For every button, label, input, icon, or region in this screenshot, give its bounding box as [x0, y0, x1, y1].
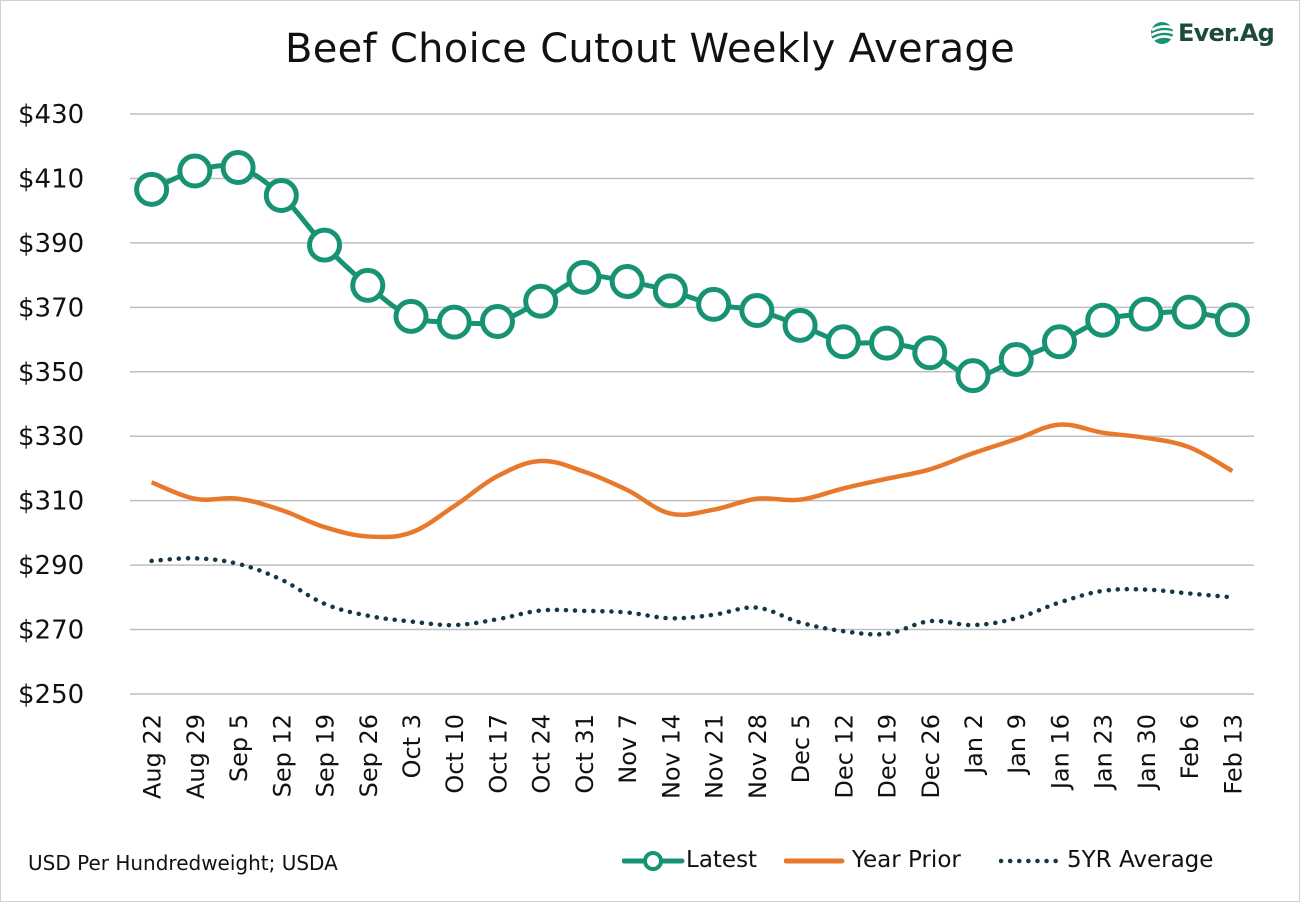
legend-swatch — [622, 851, 685, 871]
x-tick-label: Aug 29 — [182, 714, 210, 799]
x-tick-label: Aug 22 — [139, 714, 167, 799]
x-tick-label: Dec 12 — [830, 714, 858, 799]
x-tick-label: Feb 6 — [1176, 714, 1204, 779]
x-tick-label: Dec 19 — [874, 714, 902, 799]
x-tick-label: Oct 24 — [528, 714, 556, 794]
x-tick-label: Jan 2 — [960, 714, 988, 776]
y-tick-label: $350 — [18, 358, 84, 388]
y-tick-label: $410 — [18, 164, 84, 194]
y-tick-label: $390 — [18, 229, 84, 259]
x-tick-label: Jan 9 — [1003, 714, 1031, 776]
legend-label: Latest — [686, 847, 758, 873]
y-tick-label: $270 — [18, 616, 84, 646]
series-point-latest — [998, 342, 1034, 378]
legend-swatch — [784, 858, 845, 864]
x-tick-label: Sep 19 — [312, 714, 340, 797]
series-point-latest — [566, 259, 602, 295]
y-tick-label: $430 — [18, 100, 84, 130]
series-point-latest — [739, 293, 775, 329]
series-point-latest — [912, 335, 948, 371]
series-point-latest — [1085, 302, 1121, 338]
series-point-latest — [609, 264, 645, 300]
series-point-latest — [263, 178, 299, 214]
x-tick-label: Sep 12 — [268, 714, 296, 797]
source-note: USD Per Hundredweight; USDA — [28, 851, 338, 875]
x-tick-label: Oct 17 — [484, 714, 512, 794]
x-tick-label: Jan 30 — [1133, 714, 1161, 791]
series-point-latest — [177, 153, 213, 189]
series-point-latest — [869, 325, 905, 361]
series-point-latest — [220, 149, 256, 185]
y-tick-label: $290 — [18, 551, 84, 581]
series-point-latest — [307, 227, 343, 263]
x-tick-label: Feb 13 — [1219, 714, 1247, 795]
series-point-latest — [1041, 324, 1077, 360]
series-point-latest — [523, 283, 559, 319]
chart-title: Beef Choice Cutout Weekly Average — [284, 26, 1016, 72]
x-tick-label: Nov 21 — [701, 714, 729, 799]
x-tick-label: Oct 10 — [441, 714, 469, 794]
x-tick-label: Dec 5 — [787, 714, 815, 783]
x-tick-label: Dec 26 — [917, 714, 945, 799]
series-point-latest — [134, 171, 170, 207]
series-point-latest — [1171, 294, 1207, 330]
legend-label: Year Prior — [852, 847, 961, 873]
x-tick-label: Sep 26 — [355, 714, 383, 797]
series-point-latest — [1128, 296, 1164, 332]
series-point-latest — [350, 267, 386, 303]
series-point-latest — [436, 304, 472, 340]
y-tick-label: $310 — [18, 487, 84, 517]
legend-label: 5YR Average — [1067, 847, 1214, 873]
series-point-latest — [696, 286, 732, 322]
x-tick-label: Oct 3 — [398, 714, 426, 778]
series-point-latest — [652, 273, 688, 309]
x-tick-label: Nov 28 — [744, 714, 772, 799]
x-tick-label: Jan 23 — [1090, 714, 1118, 791]
series-point-latest — [393, 298, 429, 334]
x-tick-label: Nov 7 — [614, 714, 642, 784]
series-point-latest — [1214, 302, 1250, 338]
legend-marker — [643, 851, 663, 871]
ever-ag-logo: Ever.Ag — [1150, 18, 1275, 50]
x-tick-label: Sep 5 — [225, 714, 253, 782]
series-point-latest — [782, 307, 818, 343]
legend-swatch — [999, 858, 1060, 864]
x-tick-label: Jan 16 — [1046, 714, 1074, 791]
series-point-latest — [479, 304, 515, 340]
series-point-latest — [825, 324, 861, 360]
x-tick-label: Nov 14 — [657, 714, 685, 799]
ever-ag-logo-icon — [1150, 22, 1174, 44]
series-line-year-prior — [150, 422, 1234, 540]
series-line-5yr-average — [149, 556, 1235, 637]
x-tick-label: Oct 31 — [571, 714, 599, 794]
logo-text: Ever.Ag — [1178, 19, 1275, 47]
y-tick-label: $250 — [18, 680, 84, 710]
y-tick-label: $330 — [18, 422, 84, 452]
y-tick-label: $370 — [18, 293, 84, 323]
series-point-latest — [955, 358, 991, 394]
